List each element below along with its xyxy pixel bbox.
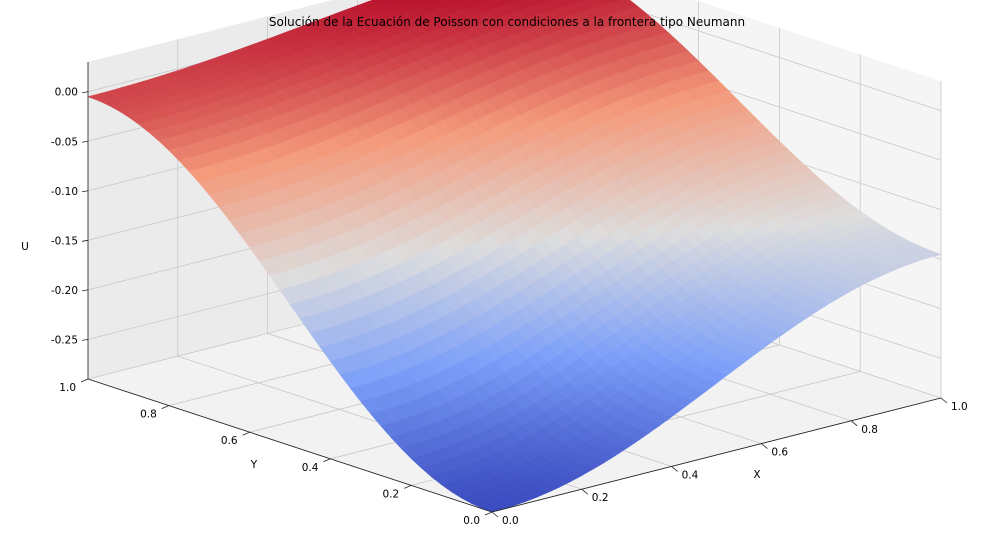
y-axis-line bbox=[87, 378, 493, 513]
z-tick-mark bbox=[81, 239, 89, 242]
z-tick-label: -0.25 bbox=[51, 334, 78, 346]
y-tick-mark bbox=[80, 378, 89, 383]
z-tick-label: -0.20 bbox=[51, 285, 78, 297]
y-tick-mark bbox=[404, 485, 412, 489]
y-tick-label: 0.6 bbox=[221, 435, 238, 447]
z-tick-mark bbox=[81, 140, 89, 143]
y-tick-mark bbox=[242, 431, 250, 436]
x-tick-mark bbox=[671, 466, 678, 472]
y-tick-label: 0.0 bbox=[463, 515, 480, 527]
x-tick-label: 0.4 bbox=[682, 469, 699, 481]
y-tick-label: 0.2 bbox=[382, 488, 399, 500]
y-tick-mark bbox=[323, 458, 331, 463]
x-axis-label: X bbox=[753, 469, 760, 481]
z-tick-label: -0.15 bbox=[51, 235, 78, 247]
y-tick-mark bbox=[161, 405, 169, 409]
x-tick-label: 1.0 bbox=[951, 401, 968, 413]
axis-lines bbox=[87, 62, 942, 513]
y-tick-label: 0.4 bbox=[302, 462, 319, 474]
x-tick-mark bbox=[491, 511, 499, 518]
surface-patch bbox=[427, 0, 440, 3]
y-tick-label: 1.0 bbox=[59, 382, 76, 394]
x-tick-mark bbox=[761, 443, 768, 449]
x-tick-label: 0.2 bbox=[592, 492, 609, 504]
z-tick-mark bbox=[81, 190, 89, 193]
x-tick-mark bbox=[581, 488, 589, 495]
x-tick-mark bbox=[850, 420, 858, 427]
z-tick-mark bbox=[81, 289, 89, 292]
x-tick-label: 0.0 bbox=[502, 515, 519, 527]
ticks: 0.0 0.2 0.4 0.6 0.8 1.0 0.0 0.2 0.4 0.6 0.8 1.0 0.00… bbox=[51, 87, 968, 527]
z-tick-label: -0.10 bbox=[51, 186, 78, 198]
z-tick-mark bbox=[81, 338, 89, 341]
x-tick-mark bbox=[940, 397, 948, 404]
y-tick-mark bbox=[484, 511, 493, 516]
surface bbox=[86, 0, 943, 513]
chart-title: Solución de la Ecuación de Poisson con c… bbox=[269, 15, 745, 29]
x-tick-label: 0.6 bbox=[771, 447, 788, 459]
y-axis-label: Y bbox=[250, 459, 258, 471]
z-axis-label: U bbox=[21, 241, 29, 253]
surface-patch bbox=[918, 250, 943, 258]
x-axis-line bbox=[491, 397, 942, 513]
y-tick-label: 0.8 bbox=[140, 409, 157, 421]
z-tick-label: -0.05 bbox=[51, 136, 78, 148]
z-tick-label: 0.00 bbox=[55, 87, 78, 99]
x-tick-label: 0.8 bbox=[861, 424, 878, 436]
z-tick-mark bbox=[81, 91, 89, 94]
